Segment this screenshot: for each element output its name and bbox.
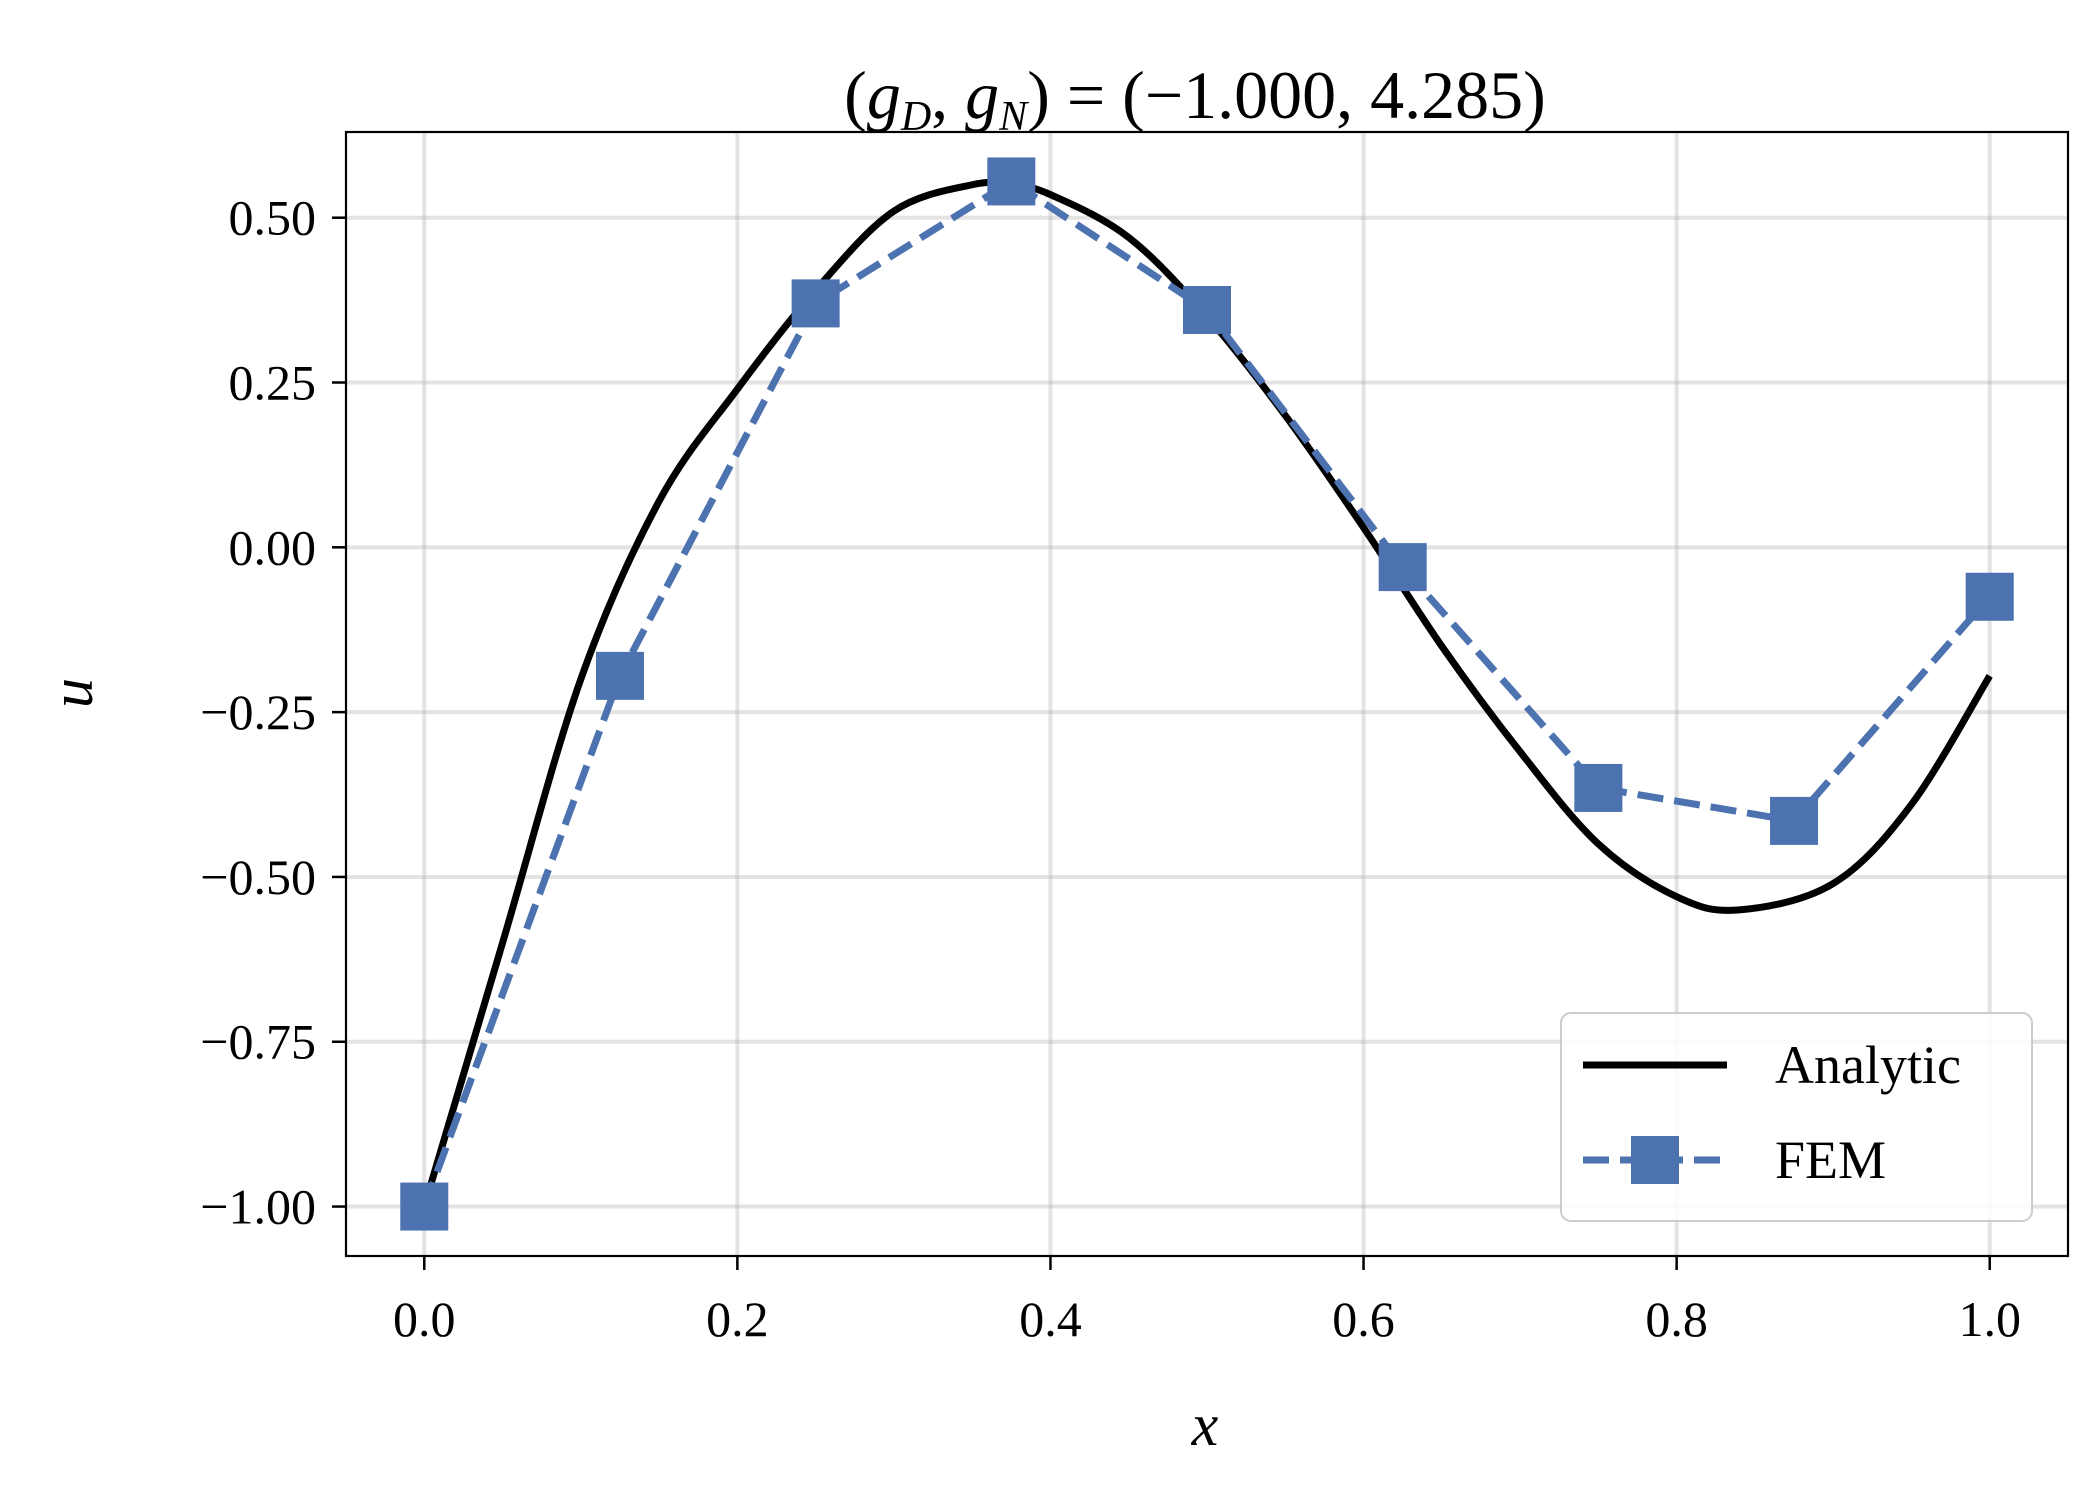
fem-marker: [987, 157, 1036, 206]
legend-fem-label: FEM: [1775, 1130, 1886, 1190]
legend-analytic-label: Analytic: [1775, 1035, 1961, 1095]
series-layer: [400, 157, 2014, 1231]
x-tick-label: 0.0: [393, 1291, 456, 1347]
y-tick-label: 0.25: [229, 355, 317, 411]
fem-marker: [1183, 285, 1231, 334]
x-tick-label: 0.6: [1332, 1291, 1395, 1347]
legend: Analytic FEM: [1560, 1012, 2033, 1222]
x-axis-label: x: [1191, 1392, 1219, 1458]
fem-marker: [1574, 763, 1623, 812]
y-tick-label: 0.00: [229, 519, 317, 575]
y-tick-label: −1.00: [200, 1179, 316, 1235]
analytic-series-line: [420, 178, 1993, 1208]
fem-marker: [595, 651, 644, 700]
fem-marker: [791, 279, 840, 328]
fem-marker: [400, 1182, 449, 1231]
fem-marker: [1770, 796, 1819, 845]
x-tick-label: 0.4: [1019, 1291, 1082, 1347]
x-tick-label: 0.8: [1645, 1291, 1708, 1347]
y-tick-label: −0.25: [200, 684, 316, 740]
plot-frame: [344, 130, 2070, 1258]
y-tick-label: 0.50: [229, 190, 317, 246]
y-tick-label: −0.50: [200, 849, 316, 905]
y-tick-label: −0.75: [200, 1014, 316, 1070]
ticks: 0.0 0.2 0.4 0.6 0.8 1.0 0.50 0.25 0.00 −0.25 −0.50…: [200, 190, 2021, 1347]
fem-marker: [1378, 543, 1427, 592]
y-axis-label: u: [39, 678, 105, 708]
fem-marker: [1965, 572, 2014, 621]
x-tick-label: 0.2: [706, 1291, 769, 1347]
x-tick-label: 1.0: [1958, 1291, 2021, 1347]
legend-fem-marker: [1631, 1136, 1679, 1184]
chart-title: (gD, gN) = (−1.000, 4.285): [844, 57, 1546, 140]
